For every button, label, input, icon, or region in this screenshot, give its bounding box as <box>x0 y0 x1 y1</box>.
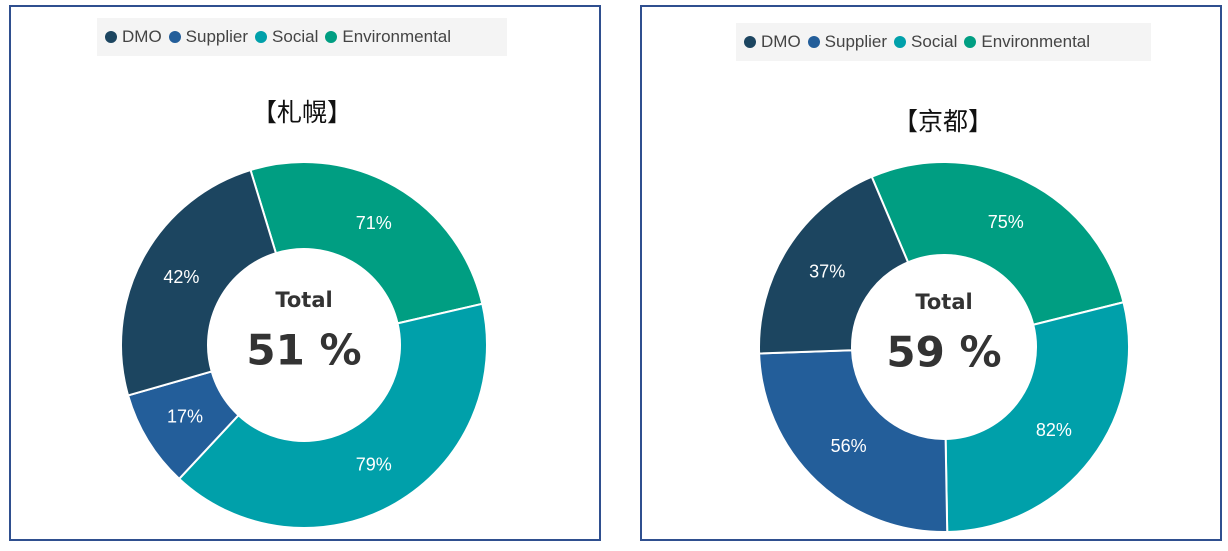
donut-slice-dmo[interactable] <box>120 168 278 397</box>
donut-center-value: 51 % <box>246 326 361 375</box>
slice-label-social: 79% <box>356 455 392 475</box>
slice-label-supplier: 17% <box>167 407 203 427</box>
legend-dot-dmo-icon <box>744 36 756 48</box>
legend-label: Environmental <box>981 32 1091 51</box>
donut-chart-sapporo: 71% 79% 17% 42% Total 51 % <box>120 161 488 529</box>
slice-label-social: 82% <box>1036 420 1072 440</box>
legend-label: Social <box>911 32 958 51</box>
donut-center-label: Total <box>275 288 332 312</box>
chart-panel-kyoto: DMO Supplier Social Environmental 【京都】 7… <box>640 5 1222 541</box>
donut-center-value: 59 % <box>886 328 1001 377</box>
legend-item-environmental[interactable]: Environmental <box>325 27 451 47</box>
legend-item-social[interactable]: Social <box>255 27 318 47</box>
legend-label: Social <box>272 27 319 46</box>
slice-label-environmental: 75% <box>988 212 1024 232</box>
donut-slice-supplier[interactable] <box>758 349 949 533</box>
legend: DMO Supplier Social Environmental <box>736 23 1151 61</box>
legend: DMO Supplier Social Environmental <box>97 18 507 56</box>
donut-slice-dmo[interactable] <box>758 175 910 355</box>
chart-title: 【札幌】 <box>251 99 352 127</box>
legend-dot-social-icon <box>894 36 907 48</box>
donut-slice-environmental[interactable] <box>249 161 484 325</box>
slice-label-dmo: 42% <box>163 267 199 287</box>
legend-item-supplier[interactable]: Supplier <box>807 32 888 52</box>
donut-slice-social[interactable] <box>944 301 1130 533</box>
legend-dot-environmental-icon <box>325 31 338 43</box>
legend-dot-social-icon <box>255 31 268 43</box>
legend-item-dmo[interactable]: DMO <box>744 32 801 52</box>
chart-title: 【京都】 <box>892 108 993 136</box>
slice-label-environmental: 71% <box>356 213 392 233</box>
slice-label-supplier: 56% <box>831 436 867 456</box>
slice-label-dmo: 37% <box>809 261 845 281</box>
donut-slice-social[interactable] <box>177 302 488 529</box>
legend-item-dmo[interactable]: DMO <box>105 27 162 47</box>
legend-dot-supplier-icon <box>168 31 181 43</box>
donut-slice-environmental[interactable] <box>870 161 1125 326</box>
legend-item-supplier[interactable]: Supplier <box>168 27 249 47</box>
chart-panel-sapporo: DMO Supplier Social Environmental 【札幌】 7… <box>9 5 601 541</box>
donut-center-label: Total <box>915 290 972 314</box>
legend-label: Supplier <box>824 32 888 51</box>
legend-label: Environmental <box>342 27 452 46</box>
legend-label: DMO <box>122 27 162 46</box>
legend-dot-environmental-icon <box>964 36 977 48</box>
donut-chart-kyoto: 75% 82% 56% 37% Total 59 % <box>758 161 1130 533</box>
legend-dot-dmo-icon <box>105 31 117 43</box>
legend-dot-supplier-icon <box>807 36 820 48</box>
legend-label: DMO <box>761 32 801 51</box>
legend-item-social[interactable]: Social <box>894 32 957 52</box>
legend-label: Supplier <box>185 27 249 46</box>
legend-item-environmental[interactable]: Environmental <box>964 32 1090 52</box>
